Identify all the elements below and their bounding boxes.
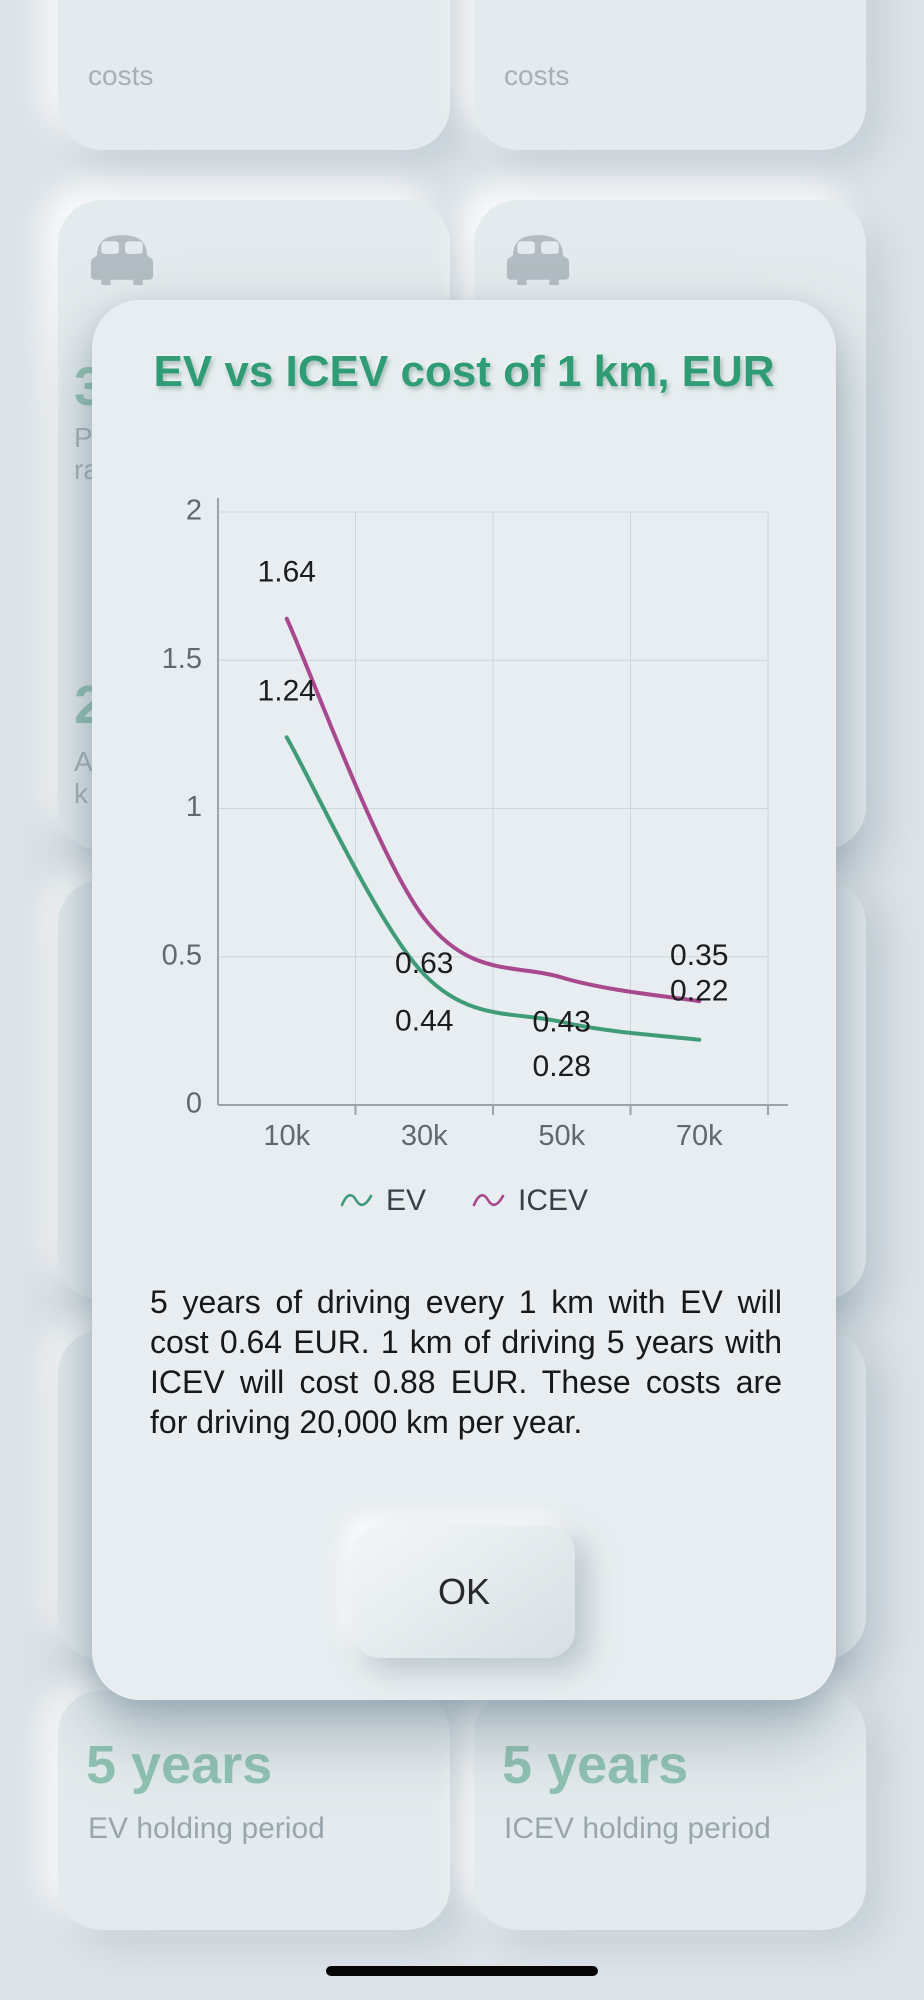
data-label: 0.43 <box>533 1005 591 1038</box>
data-label: 1.64 <box>258 556 316 589</box>
ev-wave-icon <box>340 1194 373 1207</box>
stat-caption: A <box>74 746 93 777</box>
svg-text:70k: 70k <box>676 1120 723 1152</box>
home-indicator[interactable] <box>326 1966 598 1976</box>
icev-wave-icon <box>472 1194 505 1207</box>
svg-text:0.5: 0.5 <box>162 939 202 971</box>
ok-button-label: OK <box>437 1571 490 1612</box>
ok-button[interactable]: OK <box>353 1526 575 1658</box>
data-label: 1.24 <box>258 674 316 707</box>
data-label: 0.22 <box>670 975 728 1008</box>
bg-card-top-left: costs <box>58 0 450 150</box>
svg-text:50k: 50k <box>538 1120 585 1152</box>
bg-card-icev-holding: 5 years ICEV holding period <box>474 1690 866 1930</box>
cost-comparison-dialog: EV vs ICEV cost of 1 km, EUR 0 0.5 1 1.5 2 10… <box>92 300 836 1700</box>
dialog-body-text: 5 years of driving every 1 km with EV wi… <box>150 1284 782 1440</box>
legend-item-icev[interactable]: ICEV <box>472 1184 588 1218</box>
stat-caption: P <box>74 422 93 453</box>
svg-text:10k: 10k <box>263 1120 310 1152</box>
legend-item-ev[interactable]: EV <box>340 1184 426 1218</box>
bg-card-ev-holding: 5 years EV holding period <box>58 1690 450 1930</box>
chart-legend: EV ICEV <box>92 1184 836 1218</box>
holding-period-value: 5 years <box>502 1735 689 1795</box>
ev-line <box>284 735 702 1042</box>
stat-caption: k <box>74 778 88 809</box>
dialog-title: EV vs ICEV cost of 1 km, EUR <box>153 347 775 396</box>
bg-card-top-right: costs <box>474 0 866 150</box>
holding-period-label: ICEV holding period <box>504 1812 771 1845</box>
svg-text:2: 2 <box>186 495 202 527</box>
car-icon <box>90 235 154 285</box>
svg-text:30k: 30k <box>401 1120 448 1152</box>
car-icon <box>506 235 570 285</box>
svg-text:1.5: 1.5 <box>162 643 202 675</box>
card-caption-costs: costs <box>88 60 154 91</box>
holding-period-value: 5 years <box>86 1735 273 1795</box>
card-caption-costs: costs <box>504 60 570 91</box>
icev-line <box>284 616 702 1004</box>
holding-period-label: EV holding period <box>88 1812 325 1845</box>
legend-label: EV <box>385 1184 426 1217</box>
cost-line-chart: 0 0.5 1 1.5 2 10k 30k 50k 70k 1.24 0.44 0.28 0.22 1.6… <box>162 495 788 1152</box>
data-label: 0.35 <box>670 939 728 972</box>
svg-text:0: 0 <box>186 1088 202 1120</box>
svg-text:1: 1 <box>186 791 202 823</box>
legend-label: ICEV <box>518 1184 589 1217</box>
data-label: 0.44 <box>395 1004 453 1037</box>
data-label: 0.28 <box>533 1050 591 1083</box>
data-label: 0.63 <box>395 947 453 980</box>
